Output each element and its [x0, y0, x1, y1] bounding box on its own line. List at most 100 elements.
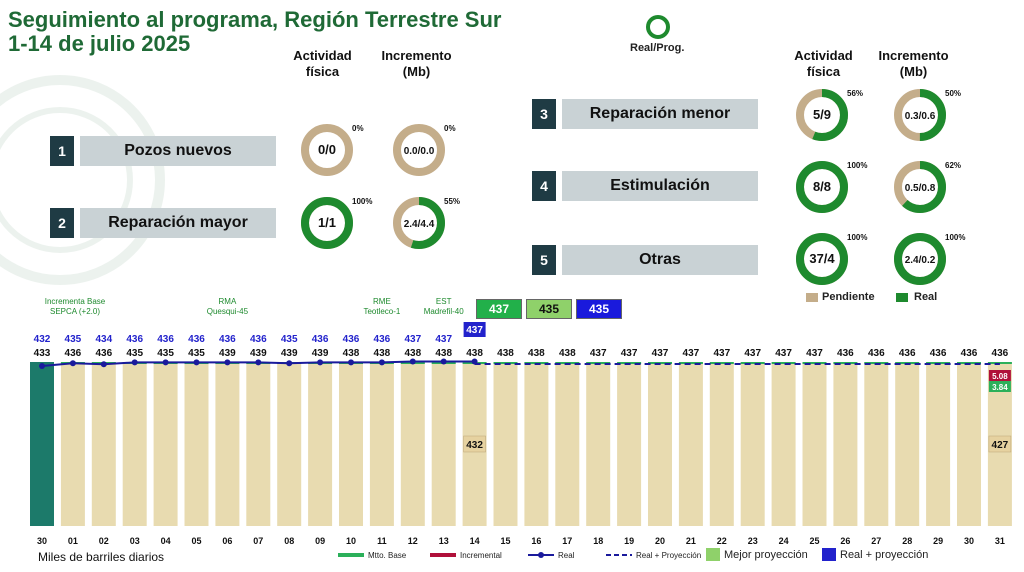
chart-bar [771, 362, 796, 526]
increment-label: 5.08 [992, 372, 1008, 381]
x-tick-label: 06 [222, 536, 232, 546]
x-tick-label: 08 [284, 536, 294, 546]
x-tick-label: 10 [346, 536, 356, 546]
real-label: 435 [281, 334, 298, 345]
donut-value: 5/9 [813, 107, 831, 122]
donut-real-arc [796, 89, 848, 141]
donut-real-arc [894, 161, 946, 213]
real-label: 436 [188, 334, 205, 345]
donut-real-arc [796, 233, 848, 285]
real-label: 436 [250, 334, 267, 345]
x-tick-label: 09 [315, 536, 325, 546]
category-number: 3 [532, 99, 556, 129]
x-tick-label: 26 [840, 536, 850, 546]
category-number: 4 [532, 171, 556, 201]
summary-box-real-proj: 435 [576, 299, 622, 319]
data-label: 438 [435, 348, 452, 359]
x-tick-label: 05 [191, 536, 201, 546]
chart-bar [308, 362, 333, 526]
x-tick-label: 02 [99, 536, 109, 546]
chart-bar [215, 362, 240, 526]
x-tick-label: 11 [377, 536, 387, 546]
chart-bar [184, 362, 209, 526]
real-legend-label: Real [914, 291, 938, 303]
data-label: 439 [250, 348, 267, 359]
x-tick-label: 17 [562, 536, 572, 546]
data-label: 435 [126, 348, 143, 359]
chart-bar [400, 362, 425, 526]
real-label: 434 [95, 334, 112, 345]
legend-swatch [706, 548, 720, 561]
category-number: 5 [532, 245, 556, 275]
chart-bar [493, 362, 518, 526]
chart-bar [617, 362, 642, 526]
donut-incremento: 0.5/0.8 [893, 160, 947, 214]
data-label: 438 [343, 348, 360, 359]
data-label: 437 [683, 348, 700, 359]
chart-bar [60, 362, 85, 526]
donut-actividad: 0/0 [300, 123, 354, 177]
chart-bar [678, 362, 703, 526]
donut-pending-arc [301, 124, 353, 176]
donut-pct-label: 0% [352, 124, 364, 133]
donut-incremento: 2.4/4.4 [392, 196, 446, 250]
real-label: 436 [374, 334, 391, 345]
real-point [69, 360, 76, 367]
data-label: 437 [713, 348, 730, 359]
summary-box-best: 435 [526, 299, 572, 319]
legend-label: Mtto. Base [368, 551, 407, 560]
data-label: 436 [868, 348, 885, 359]
chart-annotation: Quesqui-45 [207, 307, 249, 316]
ring-legend-label: Real/Prog. [630, 42, 685, 54]
x-tick-label: 21 [686, 536, 696, 546]
real-point [409, 358, 416, 365]
col-incremento-right: Incremento (Mb) [878, 48, 949, 79]
page-title: Seguimiento al programa, Región Terrestr… [8, 7, 502, 56]
x-tick-label: 12 [408, 536, 418, 546]
data-label: 437 [621, 348, 638, 359]
donut-pct-label: 100% [847, 233, 868, 242]
data-label: 436 [899, 348, 916, 359]
x-tick-label: 01 [68, 536, 78, 546]
real-point [131, 359, 138, 366]
donut-incremento: 0.0/0.0 [392, 123, 446, 177]
x-tick-label: 29 [933, 536, 943, 546]
data-label: 436 [65, 348, 82, 359]
donut-actividad: 5/9 [795, 88, 849, 142]
donut-value: 0.3/0.6 [905, 111, 936, 122]
chart-bar [709, 362, 734, 526]
donut-real-arc [393, 197, 445, 249]
chart-annotation: Incrementa Base [45, 297, 106, 306]
chart-bar-base [802, 362, 827, 364]
donut-value: 0.5/0.8 [905, 183, 936, 194]
data-label: 438 [559, 348, 576, 359]
data-label: 435 [188, 348, 205, 359]
donut-value: 2.4/0.2 [905, 255, 936, 266]
real-point [224, 359, 231, 366]
donut-pct-label: 50% [945, 89, 962, 98]
legend-label: Real + Proyección [636, 551, 701, 560]
chart-bar [586, 362, 611, 526]
increment-label: 3.84 [992, 383, 1008, 392]
chart-annotation: RME [373, 297, 391, 306]
legend-swatch [822, 548, 836, 561]
real-label: 436 [157, 334, 174, 345]
donut-pct-label: 55% [444, 197, 461, 206]
chart-annotation: Teotleco-1 [363, 307, 400, 316]
real-point [348, 359, 354, 366]
real-label: 437 [435, 334, 452, 345]
legend-label: Real [558, 551, 575, 560]
ring-legend-icon [646, 15, 670, 39]
real-point [317, 359, 324, 366]
x-tick-label: 15 [500, 536, 510, 546]
x-tick-label: 24 [779, 536, 789, 546]
donut-incremento: 0.3/0.6 [893, 88, 947, 142]
chart-bar [431, 362, 456, 526]
data-label: 435 [157, 348, 174, 359]
donut-value: 1/1 [318, 215, 336, 230]
category-label: Pozos nuevos [80, 136, 276, 166]
pending-legend-label: Pendiente [822, 291, 875, 303]
legend-label: Real + proyección [840, 549, 928, 561]
chart-bar [555, 362, 580, 526]
